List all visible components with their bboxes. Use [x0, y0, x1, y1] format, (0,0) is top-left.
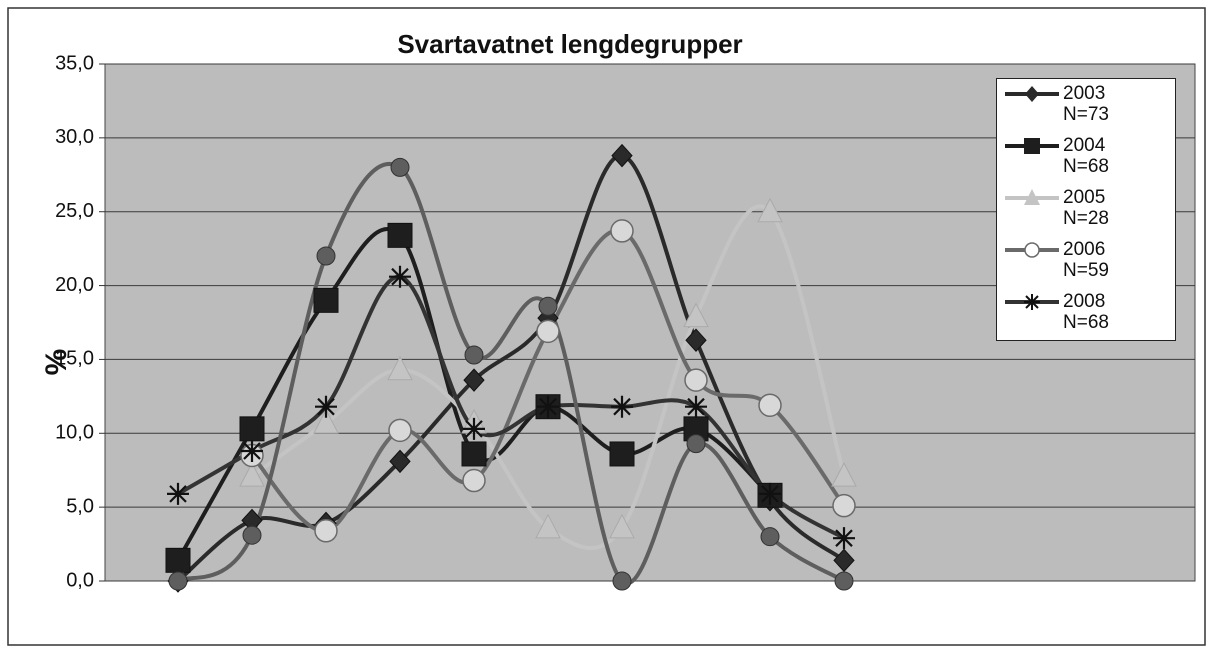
marker [242, 525, 262, 545]
marker [609, 441, 635, 467]
y-tick-label: 30,0 [55, 126, 94, 148]
legend-marker [1025, 86, 1039, 102]
legend-swatch [1005, 242, 1059, 258]
legend-marker [1024, 294, 1040, 310]
y-tick-label: 15,0 [55, 348, 94, 370]
marker [239, 462, 265, 487]
legend-swatch [1005, 138, 1059, 154]
y-tick-label: 5,0 [66, 495, 94, 517]
marker [609, 513, 635, 539]
marker [165, 547, 191, 573]
y-tick-label: 20,0 [55, 274, 94, 296]
marker [831, 462, 857, 487]
legend-item: 2006 N=59 [1003, 239, 1175, 291]
y-axis-label: % [40, 349, 73, 376]
y-tick-label: 0,0 [66, 569, 94, 591]
legend-item: 2005 N=28 [1003, 187, 1175, 239]
marker [535, 513, 561, 539]
legend-marker [1024, 242, 1040, 258]
marker [536, 319, 560, 344]
marker [686, 434, 706, 454]
marker [167, 482, 189, 505]
marker [462, 468, 486, 493]
marker [461, 441, 487, 467]
marker [389, 449, 411, 474]
chart-title: Svartavatnet lengdegrupper [397, 29, 742, 59]
marker [833, 527, 855, 550]
marker [463, 368, 485, 392]
y-tick-label: 10,0 [55, 422, 94, 444]
marker [314, 519, 338, 543]
legend-marker [1024, 189, 1040, 205]
marker [538, 296, 558, 316]
legend-marker [1024, 138, 1040, 154]
legend-swatch [1005, 189, 1059, 205]
marker [757, 197, 783, 223]
marker [390, 157, 410, 177]
legend-item: 2003 N=73 [1003, 83, 1175, 135]
marker [611, 143, 633, 168]
y-tick-label: 35,0 [55, 52, 94, 74]
y-tick-label: 25,0 [55, 200, 94, 222]
legend: 2003 N=73 2004 N=68 2005 N=28 2006 N=59 2008… [996, 78, 1176, 341]
marker [388, 418, 412, 443]
marker [758, 393, 782, 417]
marker [316, 246, 336, 266]
marker [834, 571, 854, 591]
marker [315, 395, 337, 418]
series-line [176, 274, 846, 540]
legend-swatch [1005, 86, 1059, 102]
marker [685, 328, 707, 352]
marker [241, 440, 263, 463]
marker [389, 265, 411, 288]
marker [611, 395, 633, 418]
marker [684, 368, 708, 392]
marker [759, 482, 781, 505]
marker [760, 527, 780, 547]
marker [313, 408, 339, 434]
marker [612, 571, 632, 591]
marker [463, 417, 485, 440]
legend-item: 2004 N=68 [1003, 135, 1175, 187]
legend-label: 2003 N=73 [1063, 83, 1109, 125]
marker [387, 355, 413, 381]
marker [685, 395, 707, 418]
marker [683, 302, 709, 328]
marker [464, 345, 484, 365]
marker [610, 219, 634, 243]
marker [313, 287, 339, 313]
legend-label: 2008 N=68 [1063, 291, 1109, 333]
legend-item: 2008 N=68 [1003, 291, 1175, 343]
marker [833, 548, 855, 573]
marker [537, 395, 559, 418]
marker [387, 222, 413, 248]
legend-label: 2004 N=68 [1063, 135, 1109, 177]
legend-swatch [1005, 294, 1059, 310]
marker [239, 416, 265, 442]
marker [832, 493, 856, 518]
marker [168, 571, 188, 591]
legend-label: 2005 N=28 [1063, 187, 1109, 229]
legend-label: 2006 N=59 [1063, 239, 1109, 281]
